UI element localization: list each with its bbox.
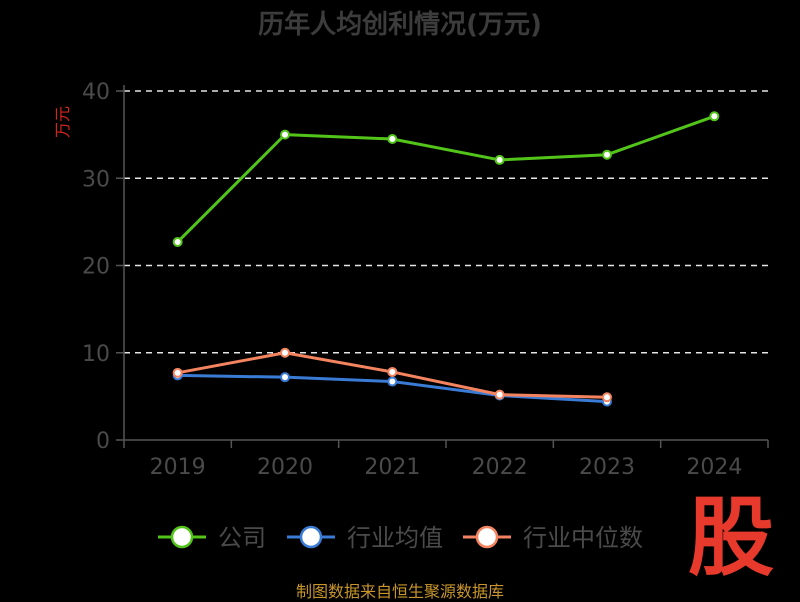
x-tick-label: 2023 — [579, 455, 635, 480]
series-line-0 — [176, 114, 715, 244]
x-tick-label: 2021 — [364, 455, 420, 480]
x-tick-label: 2019 — [150, 455, 206, 480]
legend-label: 行业均值 — [347, 524, 443, 552]
data-point — [387, 133, 398, 144]
x-tick-label: 2022 — [472, 455, 528, 480]
data-point — [280, 129, 290, 140]
data-point — [280, 372, 290, 383]
legend-marker — [170, 525, 194, 549]
data-point — [709, 111, 720, 122]
data-point — [602, 149, 612, 160]
brand-logo: 股 — [688, 488, 774, 588]
x-tick-label: 2024 — [686, 455, 742, 480]
legend-marker — [299, 525, 323, 549]
y-tick-label: 0 — [96, 429, 110, 454]
data-point — [602, 392, 612, 403]
y-axis-title: 万元 — [53, 106, 72, 138]
chart-title: 历年人均创利情况(万元) — [258, 10, 542, 40]
y-tick-label: 40 — [82, 80, 110, 105]
data-point — [172, 367, 183, 378]
legend-label: 公司 — [218, 524, 266, 552]
y-tick-label: 10 — [82, 342, 110, 367]
source-note: 制图数据来自恒生聚源数据库 — [295, 582, 504, 601]
legend-label: 行业中位数 — [523, 524, 643, 552]
data-point — [387, 376, 398, 387]
data-point — [387, 366, 398, 377]
data-point — [280, 347, 290, 358]
x-tick-label: 2020 — [257, 455, 313, 480]
y-tick-label: 20 — [82, 255, 110, 280]
y-tick-label: 30 — [82, 167, 110, 192]
data-point — [172, 236, 183, 247]
data-point — [494, 389, 505, 400]
data-point — [494, 154, 505, 165]
legend-marker — [475, 525, 499, 549]
